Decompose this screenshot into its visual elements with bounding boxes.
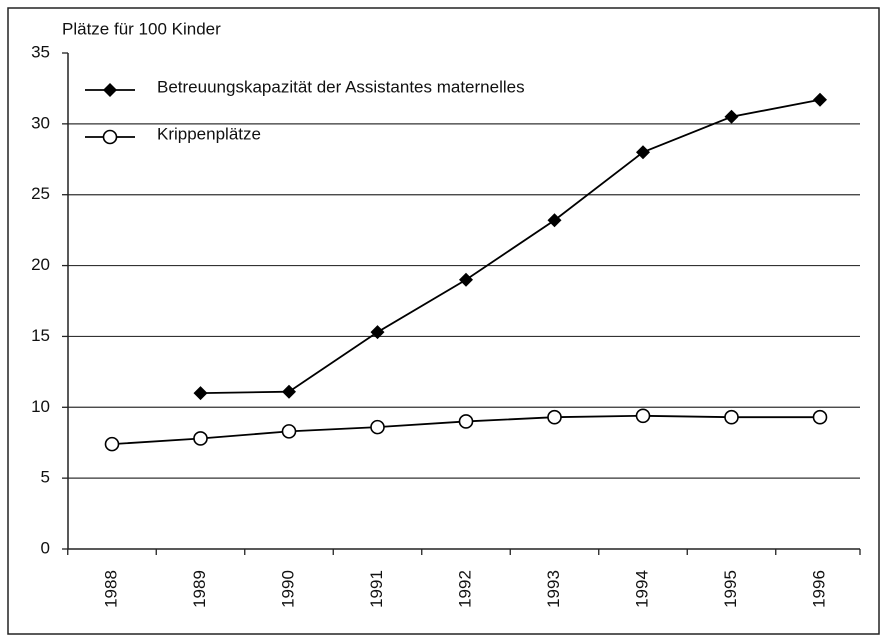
data-point bbox=[724, 409, 739, 425]
frame bbox=[7, 7, 880, 635]
x-tick-label: 1996 bbox=[809, 570, 828, 608]
legend-marker bbox=[103, 83, 117, 97]
y-tick-label: 25 bbox=[31, 184, 50, 203]
y-tick-label: 15 bbox=[31, 326, 50, 345]
y-tick-label: 30 bbox=[31, 113, 50, 132]
data-point bbox=[104, 436, 120, 452]
data-point bbox=[813, 92, 827, 107]
legend-marker bbox=[102, 129, 118, 145]
legend-label: Krippenplätze bbox=[157, 124, 261, 143]
y-tick-label: 0 bbox=[41, 538, 50, 557]
data-point bbox=[193, 431, 208, 446]
x-tick-label: 1991 bbox=[367, 570, 386, 608]
data-point bbox=[281, 424, 297, 439]
data-point bbox=[812, 409, 828, 425]
data-point bbox=[282, 384, 296, 399]
data-point bbox=[370, 325, 385, 340]
x-tick-label: 1990 bbox=[278, 570, 297, 608]
data-point bbox=[636, 145, 650, 160]
x-tick-label: 1992 bbox=[455, 570, 474, 608]
x-tick-label: 1988 bbox=[101, 570, 120, 608]
y-tick-label: 5 bbox=[41, 468, 50, 487]
data-point bbox=[370, 419, 385, 435]
data-point bbox=[459, 272, 473, 287]
data-point bbox=[458, 414, 474, 429]
x-tick-label: 1994 bbox=[632, 570, 651, 608]
series-line bbox=[200, 98, 821, 395]
y-tick-label: 10 bbox=[31, 397, 50, 416]
x-tick-label: 1995 bbox=[721, 570, 740, 608]
y-tick-label: 35 bbox=[31, 42, 50, 61]
data-point bbox=[547, 213, 562, 228]
data-point bbox=[635, 408, 651, 424]
legend-label: Betreuungskapazität der Assistantes mate… bbox=[157, 77, 525, 96]
data-point bbox=[547, 409, 562, 425]
x-tick-label: 1989 bbox=[190, 570, 209, 608]
y-axis-label: Plätze für 100 Kinder bbox=[62, 19, 221, 38]
x-tick-label: 1993 bbox=[544, 570, 563, 608]
data-point bbox=[193, 386, 208, 401]
data-point bbox=[724, 109, 739, 124]
y-tick-label: 20 bbox=[31, 255, 50, 274]
